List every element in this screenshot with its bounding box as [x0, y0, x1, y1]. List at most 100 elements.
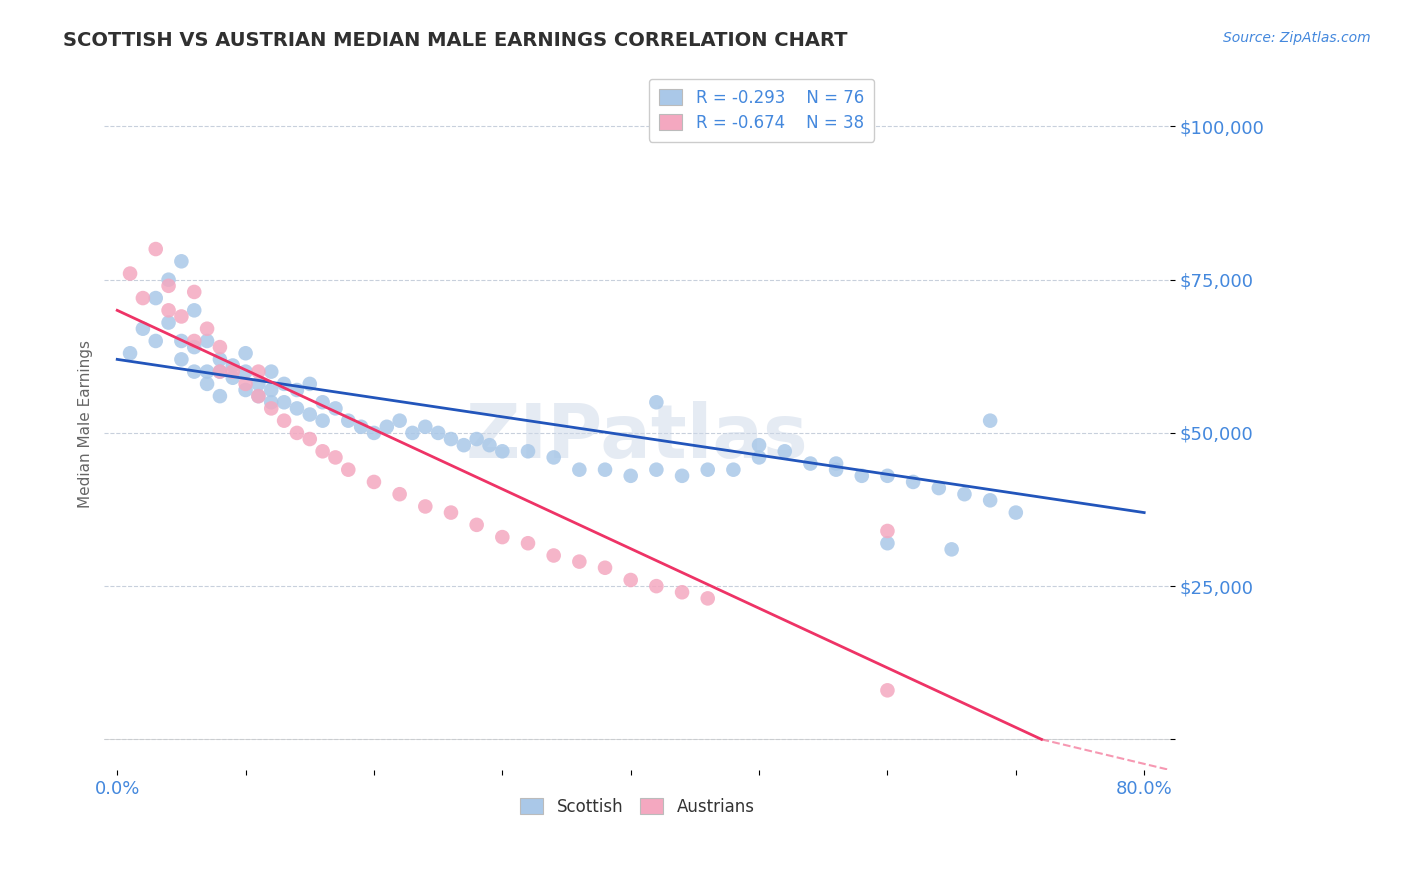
Point [401, 425, 423, 440]
Point [298, 408, 321, 422]
Point [247, 376, 270, 391]
Point [157, 316, 180, 330]
Point [157, 273, 180, 287]
Legend: Scottish, Austrians: Scottish, Austrians [512, 789, 763, 824]
Point [748, 450, 770, 465]
Point [953, 487, 976, 501]
Point [298, 376, 321, 391]
Point [413, 500, 436, 514]
Point [491, 444, 513, 458]
Point [696, 591, 718, 606]
Point [440, 506, 463, 520]
Point [325, 450, 347, 465]
Point [901, 475, 924, 489]
Point [247, 389, 270, 403]
Point [645, 463, 668, 477]
Point [517, 536, 540, 550]
Point [825, 463, 848, 477]
Point [183, 340, 205, 354]
Point [260, 401, 283, 416]
Point [363, 425, 385, 440]
Point [170, 352, 193, 367]
Point [465, 517, 488, 532]
Point [478, 438, 501, 452]
Point [183, 365, 205, 379]
Point [285, 401, 308, 416]
Point [195, 334, 218, 348]
Point [696, 463, 718, 477]
Point [543, 450, 565, 465]
Point [337, 414, 360, 428]
Point [120, 267, 142, 281]
Point [799, 457, 821, 471]
Point [260, 395, 283, 409]
Point [876, 536, 898, 550]
Point [208, 365, 231, 379]
Point [170, 254, 193, 268]
Point [145, 291, 167, 305]
Point [723, 463, 745, 477]
Point [645, 579, 668, 593]
Point [183, 334, 205, 348]
Point [222, 359, 245, 373]
Point [247, 365, 270, 379]
Point [120, 346, 142, 360]
Point [645, 395, 668, 409]
Point [593, 560, 616, 574]
Point [465, 432, 488, 446]
Point [979, 414, 1001, 428]
Point [285, 425, 308, 440]
Point [170, 310, 193, 324]
Point [620, 573, 643, 587]
Point [337, 463, 360, 477]
Point [208, 340, 231, 354]
Text: ZIPatlas: ZIPatlas [465, 401, 808, 474]
Point [195, 365, 218, 379]
Point [235, 376, 257, 391]
Text: Source: ZipAtlas.com: Source: ZipAtlas.com [1223, 31, 1371, 45]
Point [273, 414, 295, 428]
Point [132, 291, 155, 305]
Point [350, 419, 373, 434]
Point [273, 376, 295, 391]
Y-axis label: Median Male Earnings: Median Male Earnings [79, 340, 93, 508]
Point [928, 481, 950, 495]
Point [375, 419, 398, 434]
Point [941, 542, 963, 557]
Point [543, 549, 565, 563]
Point [413, 419, 436, 434]
Point [285, 383, 308, 397]
Point [671, 468, 693, 483]
Point [195, 376, 218, 391]
Point [1004, 506, 1026, 520]
Point [298, 432, 321, 446]
Point [440, 432, 463, 446]
Point [876, 683, 898, 698]
Point [222, 365, 245, 379]
Point [311, 444, 333, 458]
Point [325, 401, 347, 416]
Point [979, 493, 1001, 508]
Point [235, 383, 257, 397]
Point [208, 389, 231, 403]
Point [222, 370, 245, 384]
Point [260, 365, 283, 379]
Point [453, 438, 475, 452]
Point [427, 425, 450, 440]
Point [568, 463, 591, 477]
Point [876, 468, 898, 483]
Text: SCOTTISH VS AUSTRIAN MEDIAN MALE EARNINGS CORRELATION CHART: SCOTTISH VS AUSTRIAN MEDIAN MALE EARNING… [63, 31, 848, 50]
Point [157, 303, 180, 318]
Point [132, 322, 155, 336]
Point [157, 278, 180, 293]
Point [260, 383, 283, 397]
Point [208, 352, 231, 367]
Point [851, 468, 873, 483]
Point [517, 444, 540, 458]
Point [247, 389, 270, 403]
Point [825, 457, 848, 471]
Point [235, 346, 257, 360]
Point [876, 524, 898, 538]
Point [311, 395, 333, 409]
Point [363, 475, 385, 489]
